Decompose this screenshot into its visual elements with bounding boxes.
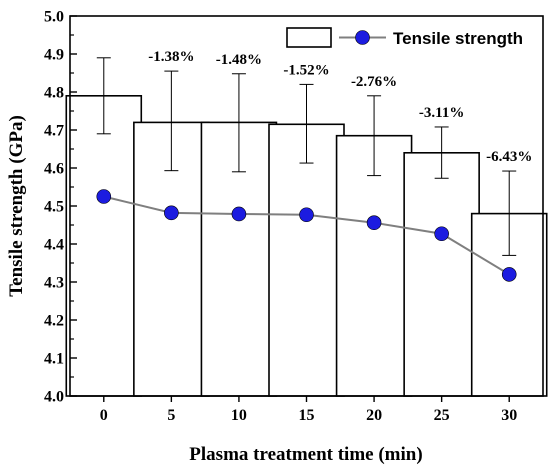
error-bar-10 — [231, 73, 246, 173]
y-tick-label-4.5: 4.5 — [44, 199, 64, 216]
error-bar-20 — [367, 95, 382, 177]
ticks-layer: 4.0 4.1 4.2 4.3 4.4 4.5 4.6 4.7 4.8 4.9 5.0 0 5 10 15 2… — [44, 9, 517, 425]
y-tick-label-4.0: 4.0 — [44, 389, 64, 406]
legend-bar-swatch — [286, 27, 332, 48]
data-point-0 — [96, 189, 112, 204]
x-tick-label-5: 5 — [167, 407, 175, 424]
y-tick-label-5.0: 5.0 — [44, 9, 64, 26]
bars-layer — [65, 95, 548, 397]
line-series-layer — [96, 189, 517, 282]
x-axis-title: Plasma treatment time (min) — [189, 444, 422, 465]
x-tick-label-30: 30 — [501, 407, 517, 424]
error-bar-5 — [164, 70, 179, 172]
error-bar-30 — [502, 170, 517, 256]
x-tick-label-20: 20 — [366, 407, 382, 424]
x-tick-label-25: 25 — [434, 407, 450, 424]
annotation-30: -6.43% — [486, 149, 532, 165]
error-bar-25 — [434, 126, 449, 179]
data-point-30 — [501, 267, 517, 282]
bar-20 — [335, 134, 413, 397]
annotation-5: -1.38% — [148, 49, 194, 65]
y-tick-label-4.3: 4.3 — [44, 275, 64, 292]
annotation-20: -2.76% — [351, 74, 397, 90]
error-bars-layer — [96, 57, 517, 256]
x-tick-label-10: 10 — [231, 407, 247, 424]
data-point-10 — [231, 206, 247, 222]
annotation-15: -1.52% — [283, 62, 329, 78]
y-tick-label-4.7: 4.7 — [44, 123, 64, 140]
y-tick-label-4.4: 4.4 — [44, 237, 64, 254]
y-tick-label-4.6: 4.6 — [44, 161, 64, 178]
data-point-25 — [434, 226, 449, 242]
x-tick-label-15: 15 — [299, 407, 315, 424]
y-tick-label-4.2: 4.2 — [44, 313, 64, 330]
data-point-5 — [164, 205, 179, 221]
bar-15 — [268, 123, 345, 397]
y-tick-label-4.9: 4.9 — [44, 47, 64, 64]
annotation-10: -1.48% — [216, 52, 262, 68]
error-bar-15 — [299, 83, 314, 164]
bar-25 — [403, 152, 480, 397]
data-point-20 — [366, 215, 382, 231]
data-point-15 — [299, 207, 314, 223]
bar-0 — [65, 95, 143, 397]
y-axis-title: Tensile strength (GPa) — [6, 115, 27, 297]
x-tick-label-0: 0 — [100, 407, 108, 424]
legend-marker-swatch — [355, 30, 370, 45]
legend-entry-label: Tensile strength — [393, 29, 523, 48]
annotations-layer: -1.38% -1.48% -1.52% -2.76% -3.11% -6.43% — [148, 49, 532, 165]
error-bar-0 — [96, 57, 111, 135]
annotation-25: -3.11% — [419, 105, 464, 121]
legend: Tensile strength — [286, 27, 523, 48]
y-tick-label-4.1: 4.1 — [44, 351, 64, 368]
y-tick-label-4.8: 4.8 — [44, 85, 64, 102]
